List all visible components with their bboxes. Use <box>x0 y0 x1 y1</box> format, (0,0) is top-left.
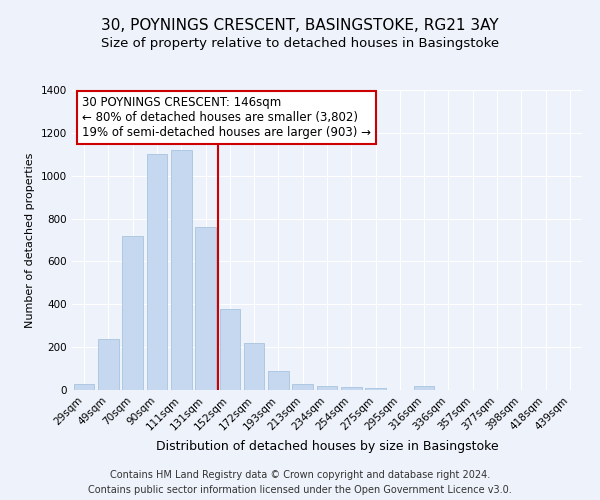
Text: Contains public sector information licensed under the Open Government Licence v3: Contains public sector information licen… <box>88 485 512 495</box>
Y-axis label: Number of detached properties: Number of detached properties <box>25 152 35 328</box>
Bar <box>98 338 119 390</box>
Bar <box>220 308 240 390</box>
Bar <box>341 387 362 390</box>
Bar <box>292 384 313 390</box>
Bar <box>365 388 386 390</box>
Bar <box>146 154 167 390</box>
Text: Contains HM Land Registry data © Crown copyright and database right 2024.: Contains HM Land Registry data © Crown c… <box>110 470 490 480</box>
Bar <box>317 386 337 390</box>
Bar <box>171 150 191 390</box>
Text: Size of property relative to detached houses in Basingstoke: Size of property relative to detached ho… <box>101 38 499 51</box>
Bar <box>195 227 216 390</box>
Bar <box>122 236 143 390</box>
Text: 30, POYNINGS CRESCENT, BASINGSTOKE, RG21 3AY: 30, POYNINGS CRESCENT, BASINGSTOKE, RG21… <box>101 18 499 32</box>
Text: 30 POYNINGS CRESCENT: 146sqm
← 80% of detached houses are smaller (3,802)
19% of: 30 POYNINGS CRESCENT: 146sqm ← 80% of de… <box>82 96 371 139</box>
Bar <box>414 386 434 390</box>
Bar <box>244 343 265 390</box>
X-axis label: Distribution of detached houses by size in Basingstoke: Distribution of detached houses by size … <box>155 440 499 453</box>
Bar <box>268 370 289 390</box>
Bar <box>74 384 94 390</box>
